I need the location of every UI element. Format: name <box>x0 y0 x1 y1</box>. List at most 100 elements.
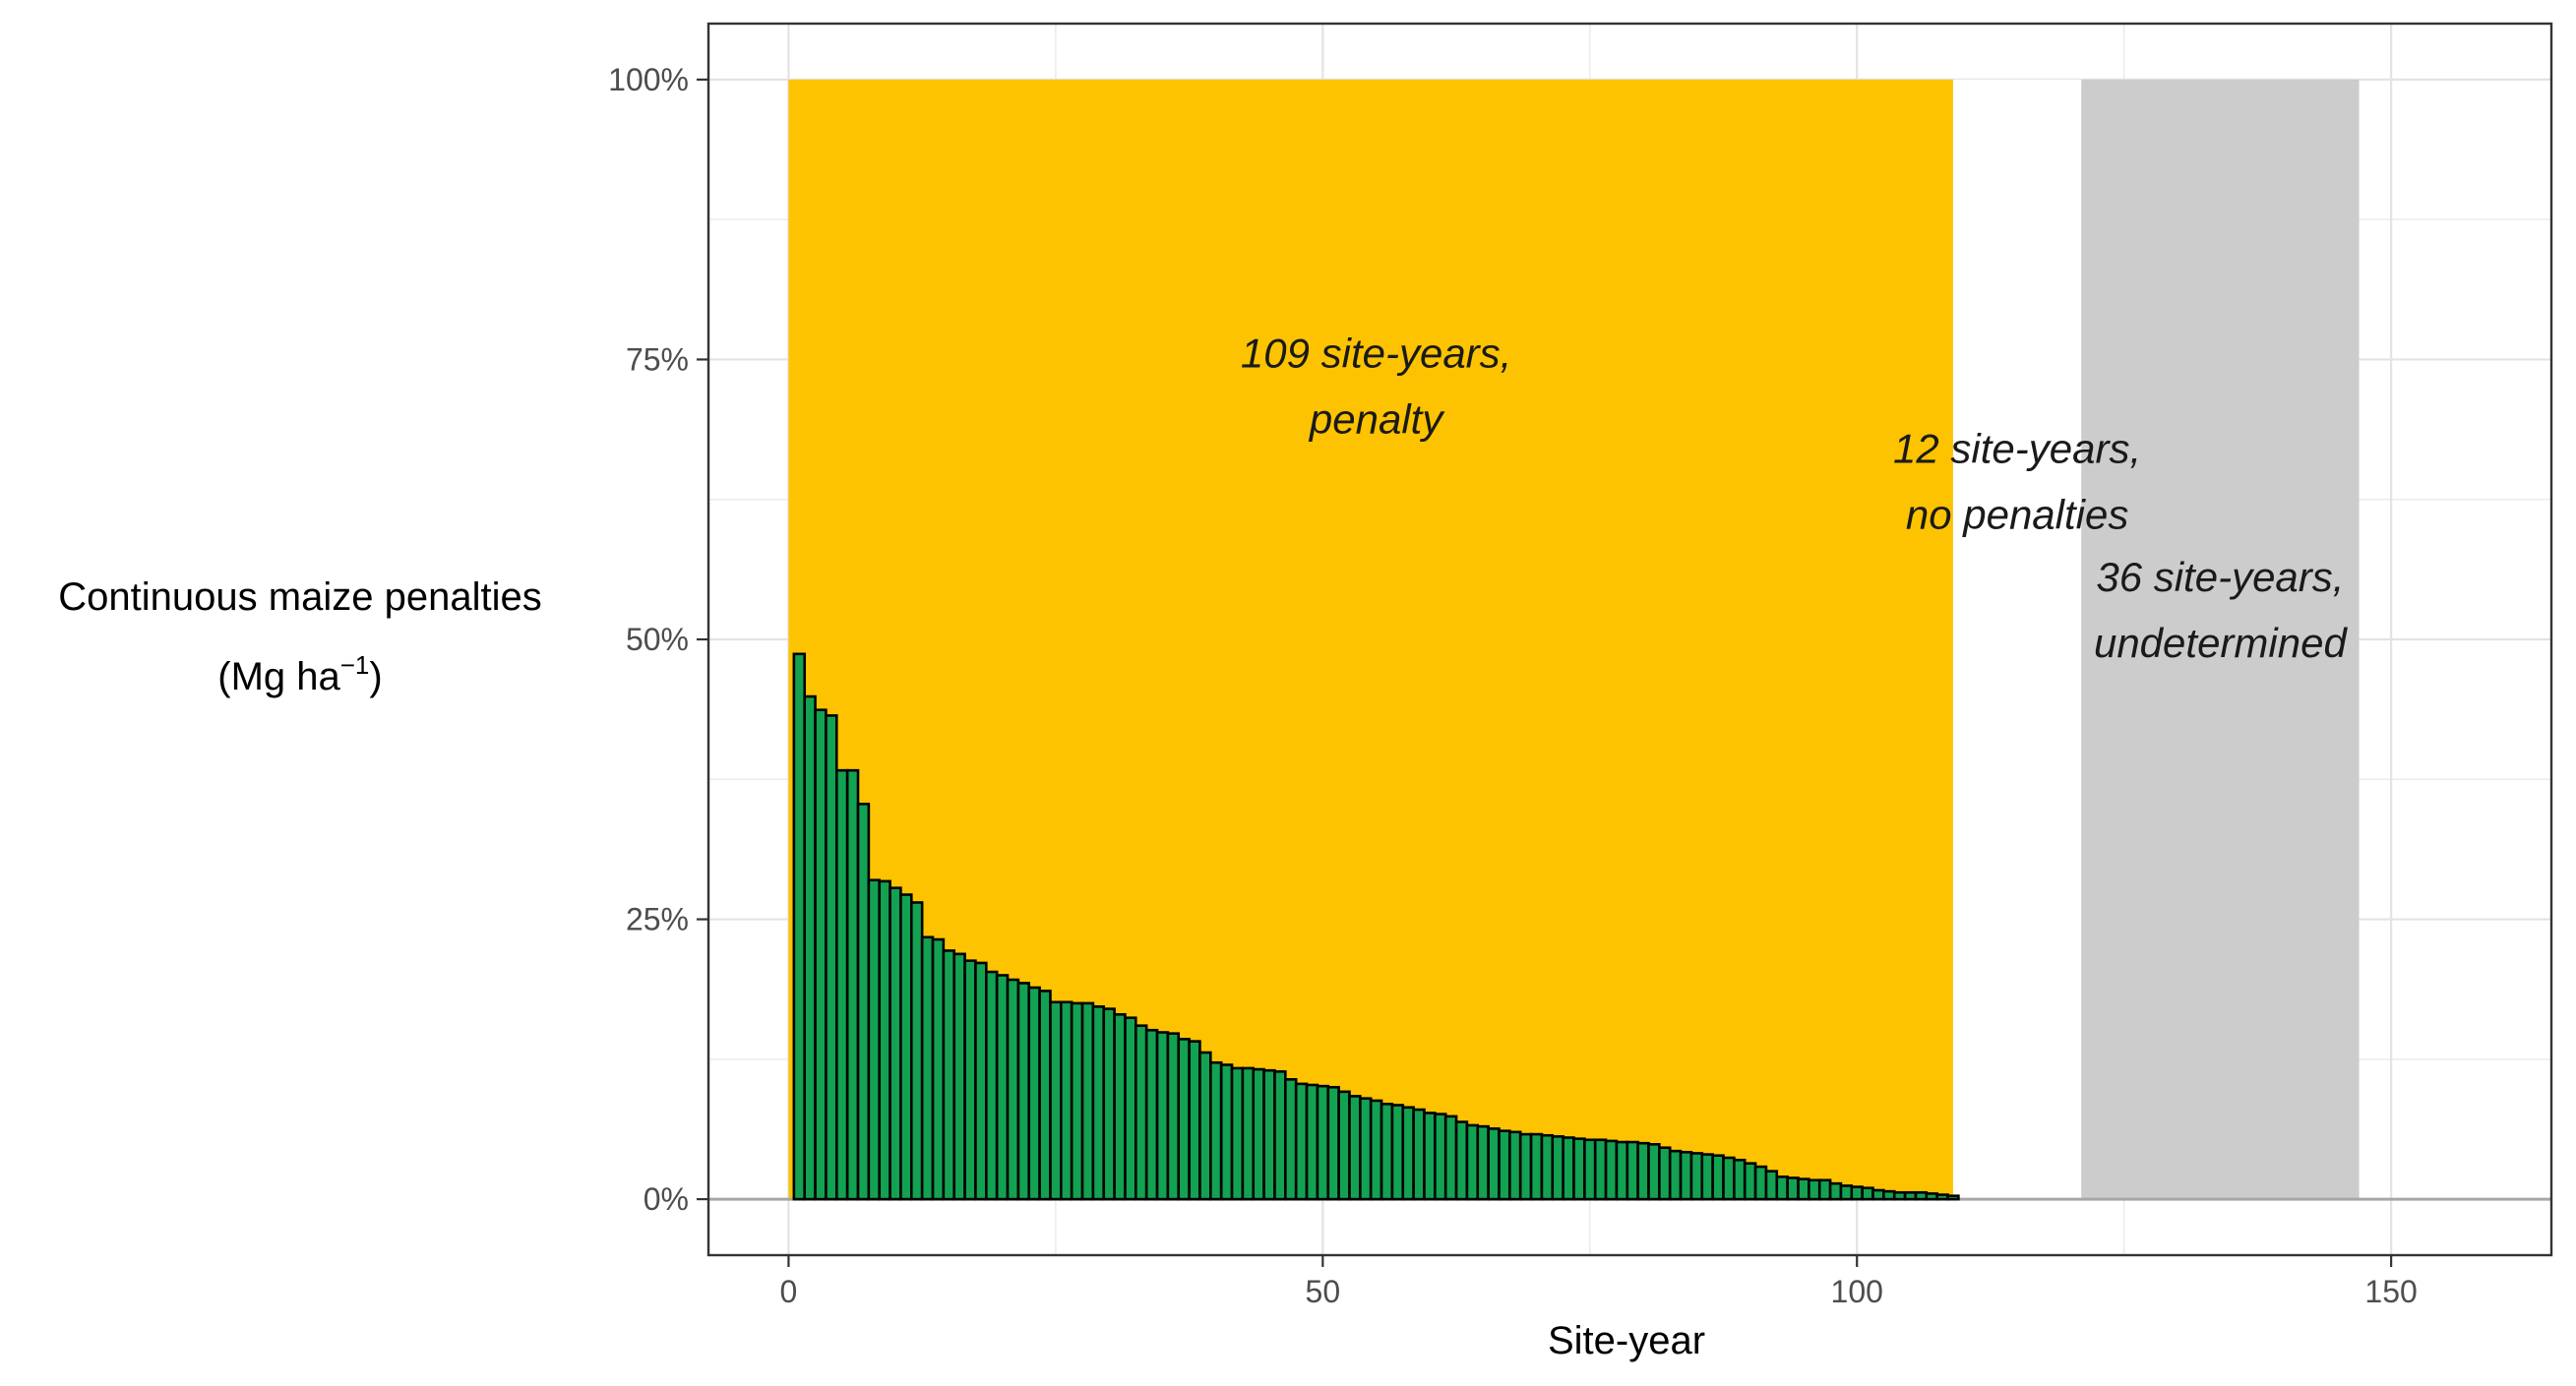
region-label-1-line1: 12 site-years, <box>1893 425 2141 471</box>
y-axis: 0% 25% 50% 75% 100% <box>608 62 708 1217</box>
bar <box>985 970 999 1201</box>
bar <box>1080 1001 1095 1201</box>
bar <box>1102 1007 1116 1201</box>
bar <box>1124 1016 1137 1201</box>
bar <box>1348 1095 1362 1201</box>
bar <box>1722 1156 1736 1201</box>
y-axis-title-line2: (Mg ha−1) <box>217 650 382 698</box>
x-tick-label: 150 <box>2364 1274 2417 1309</box>
bar <box>899 893 913 1201</box>
bar <box>1604 1139 1619 1201</box>
bar <box>792 652 807 1201</box>
bar <box>952 952 966 1201</box>
bar <box>1262 1068 1276 1201</box>
bar <box>1434 1113 1447 1201</box>
bar <box>1487 1127 1501 1201</box>
bars <box>792 652 1960 1201</box>
bar <box>1679 1150 1693 1201</box>
bar <box>1518 1132 1533 1201</box>
bar <box>1508 1130 1522 1201</box>
y-axis-title-close: ) <box>369 655 382 698</box>
bar <box>1380 1103 1394 1201</box>
x-axis-title: Site-year <box>1548 1319 1705 1362</box>
bar <box>1615 1140 1629 1201</box>
plot-panel: 109 site-years, penalty 12 site-years, no p… <box>706 22 2553 1257</box>
y-axis-title: Continuous maize penalties (Mg ha−1) <box>58 575 541 698</box>
bar <box>1882 1189 1896 1201</box>
bar <box>1155 1031 1170 1201</box>
bar <box>1060 1000 1073 1201</box>
bar <box>1786 1176 1800 1201</box>
bar <box>1498 1129 1511 1201</box>
bar <box>1572 1137 1586 1201</box>
bar <box>1423 1112 1437 1201</box>
bar <box>1337 1090 1351 1201</box>
bar <box>1230 1066 1245 1201</box>
bar <box>1850 1185 1864 1201</box>
bar <box>1305 1083 1319 1201</box>
bar <box>1166 1032 1181 1201</box>
bar <box>867 878 882 1201</box>
bar <box>1219 1063 1234 1201</box>
y-axis-title-line1: Continuous maize penalties <box>58 575 541 619</box>
bar <box>1177 1038 1191 1201</box>
bar <box>1390 1104 1405 1201</box>
bar <box>1668 1149 1683 1201</box>
bar <box>1743 1162 1757 1201</box>
bar <box>814 708 828 1201</box>
region-label-2-line2: undetermined <box>2094 620 2348 666</box>
bar <box>1839 1184 1854 1201</box>
bar <box>1070 1001 1084 1201</box>
x-tick-label: 100 <box>1831 1274 1883 1309</box>
bar <box>1658 1146 1672 1201</box>
bar <box>1113 1012 1127 1201</box>
bar <box>1935 1193 1949 1201</box>
bar <box>889 886 902 1201</box>
bar <box>1401 1106 1415 1201</box>
bar <box>1443 1115 1458 1201</box>
bar <box>1284 1078 1298 1201</box>
bar <box>1892 1190 1907 1201</box>
bar <box>1273 1070 1287 1201</box>
bar <box>1700 1153 1714 1201</box>
bar <box>1689 1152 1704 1201</box>
bar <box>1476 1124 1490 1201</box>
bar <box>1733 1158 1747 1201</box>
bar <box>910 901 924 1201</box>
bar <box>1529 1132 1544 1201</box>
bar <box>1808 1178 1821 1201</box>
bar <box>845 768 860 1201</box>
bar <box>1049 1000 1063 1201</box>
bar <box>1817 1178 1832 1201</box>
bar <box>878 879 891 1201</box>
bar <box>1711 1154 1725 1201</box>
bar <box>1562 1136 1575 1201</box>
bar <box>1412 1108 1426 1201</box>
bar <box>1753 1165 1768 1201</box>
bar <box>974 961 988 1201</box>
bar <box>1465 1123 1480 1201</box>
bar <box>1326 1085 1340 1201</box>
y-axis-title-unit: (Mg ha <box>217 655 340 698</box>
bar <box>1006 978 1020 1201</box>
bar <box>856 803 871 1201</box>
bar <box>1540 1133 1555 1201</box>
bar <box>1016 982 1031 1201</box>
bar <box>1828 1181 1843 1201</box>
bar <box>1241 1066 1256 1201</box>
bar <box>1946 1194 1960 1201</box>
bar <box>1135 1024 1148 1201</box>
bar <box>1551 1135 1564 1201</box>
y-axis-title-exponent: −1 <box>340 650 370 680</box>
bar <box>1775 1175 1789 1201</box>
y-tick-label: 25% <box>626 902 689 937</box>
bar <box>825 714 838 1201</box>
bar <box>920 935 935 1201</box>
x-tick-label: 50 <box>1306 1274 1341 1309</box>
bar <box>1903 1190 1918 1201</box>
bar <box>1454 1120 1469 1201</box>
bar <box>1027 986 1041 1201</box>
x-axis: 0 50 100 150 <box>780 1255 2418 1309</box>
bar <box>963 959 977 1201</box>
bar <box>834 768 849 1201</box>
